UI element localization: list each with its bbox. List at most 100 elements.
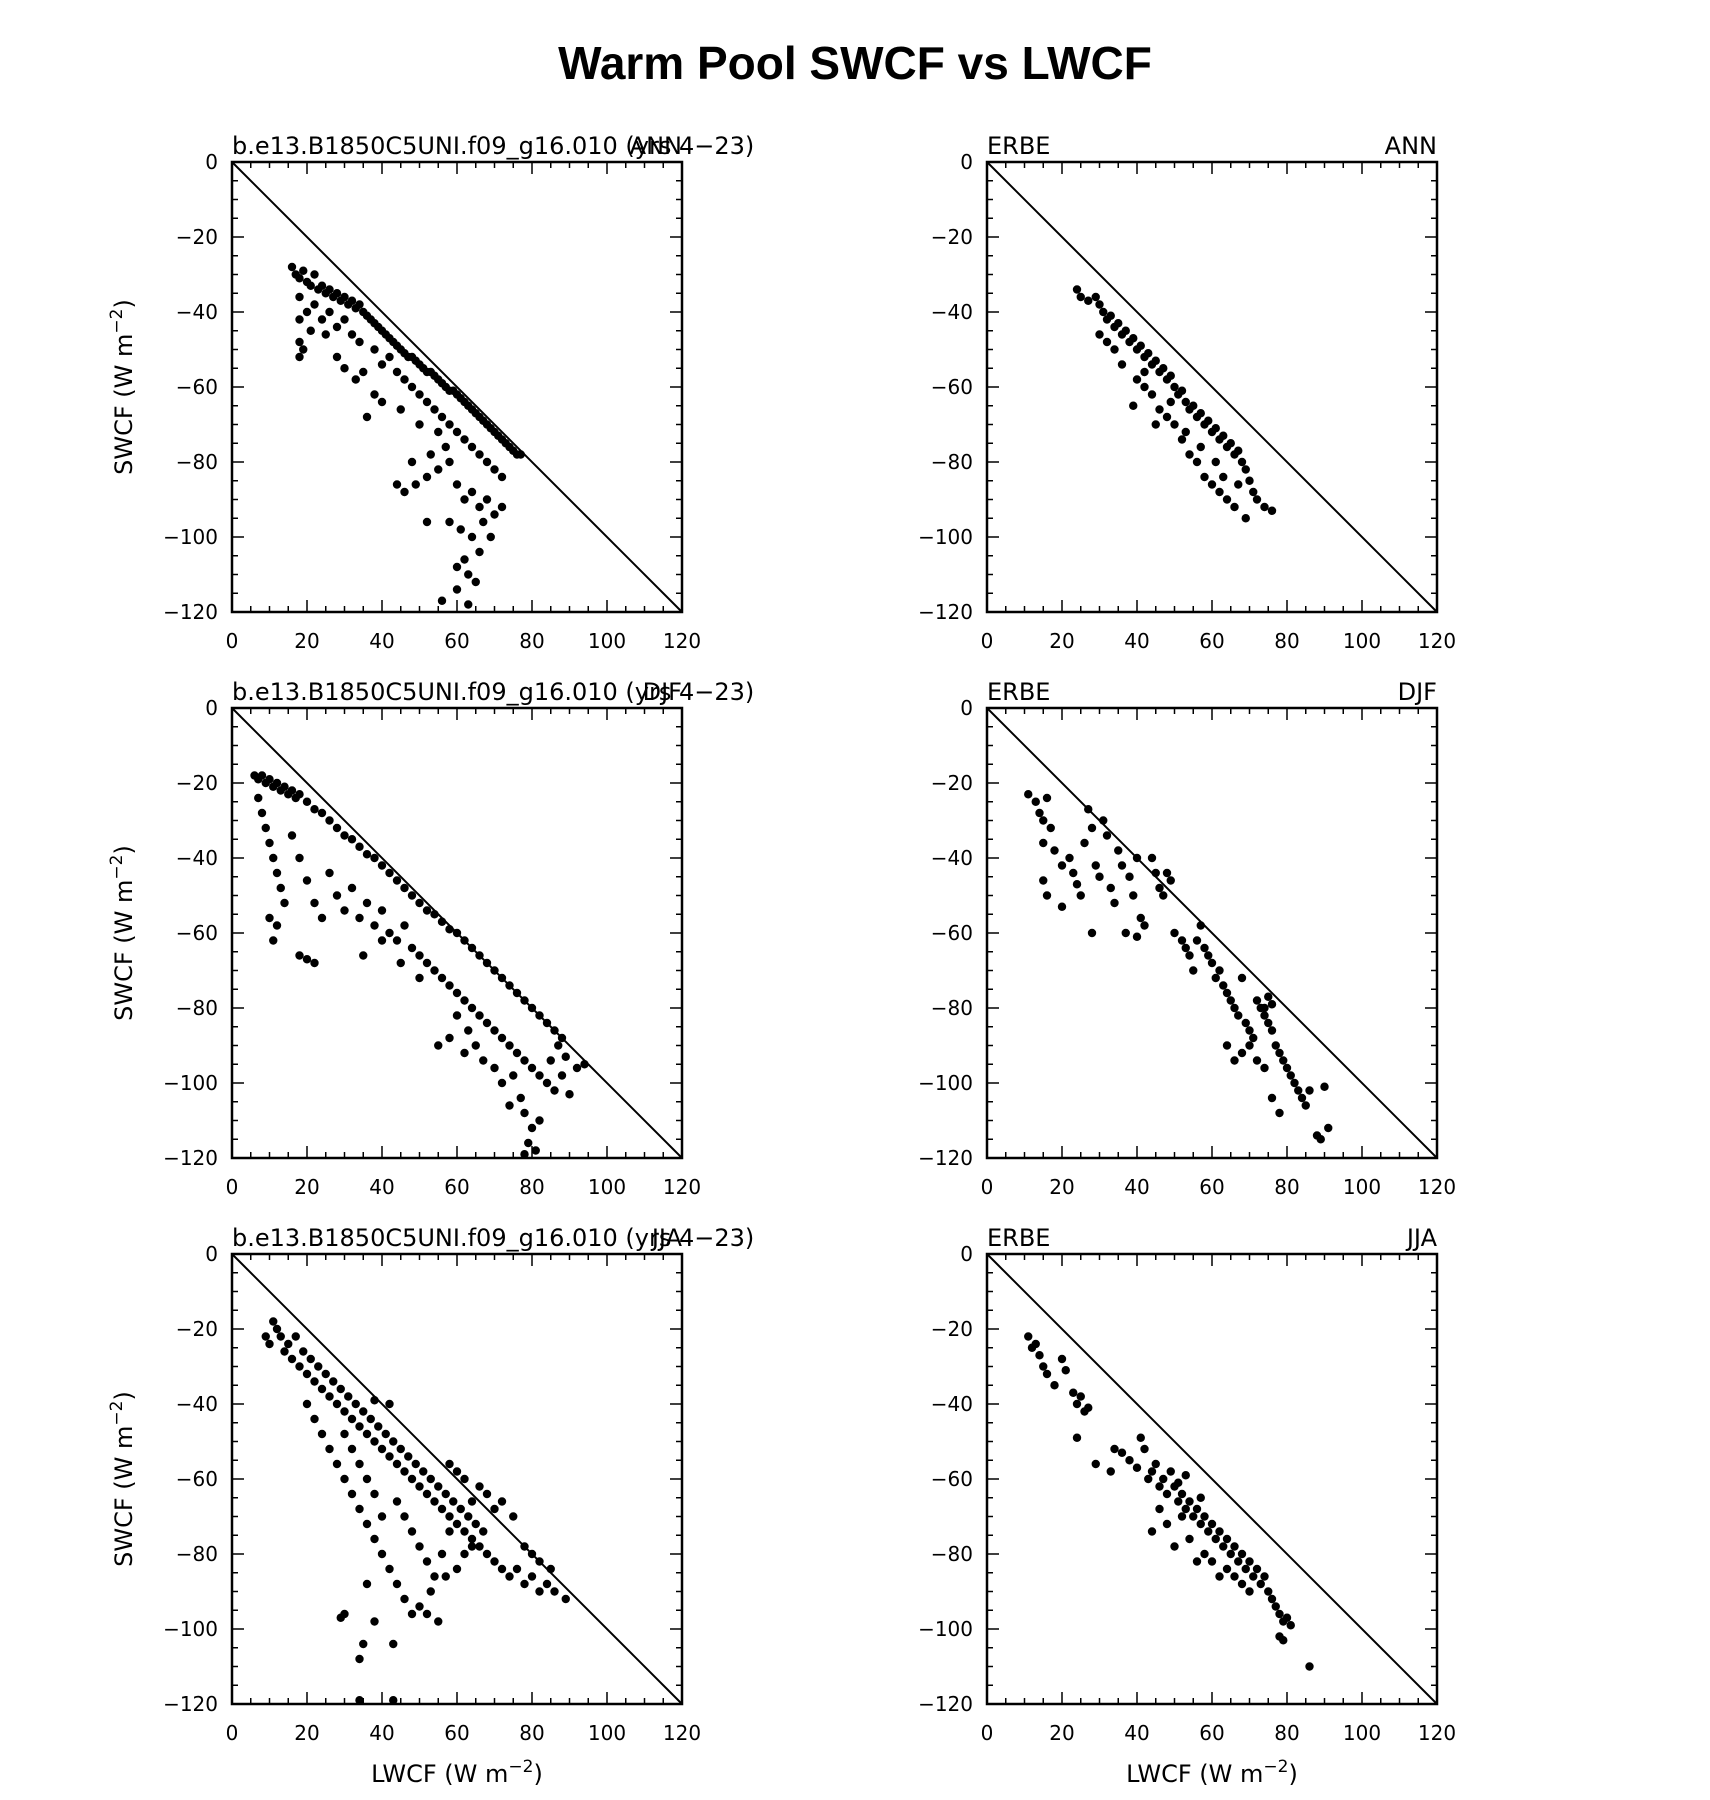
scatter-point [407,1527,417,1536]
scatter-point [1252,1056,1262,1065]
scatter-point [482,457,492,467]
scatter-point [1215,487,1224,497]
panel-source-label: b.e13.B1850C5UNI.f09_g16.010 (yrs 4−23) [232,678,754,706]
scatter-point [1301,1101,1310,1110]
scatter-point [280,898,289,908]
scatter-point [535,1116,544,1125]
scatter-point [1249,1572,1258,1581]
scatter-point [370,1489,379,1499]
scatter-point [377,397,387,407]
y-tick-label: −20 [931,771,973,795]
scatter-point [407,1474,417,1484]
x-tick-label: 100 [588,1721,626,1745]
scatter-point [1185,951,1194,960]
scatter-point [1207,958,1217,968]
scatter-point [1189,401,1198,410]
y-tick-label: −60 [176,375,218,399]
scatter-point [325,816,334,825]
scatter-point [456,525,465,534]
scatter-point [385,1564,394,1574]
scatter-point [1282,1063,1292,1073]
x-tick-label: 80 [519,1721,544,1745]
scatter-point [415,390,424,399]
scatter-point [546,1564,555,1574]
scatter-point [1279,1056,1288,1065]
scatter-point [430,1497,439,1506]
scatter-point [374,1422,383,1431]
scatter-point [1057,1354,1067,1364]
x-tick-label: 120 [663,629,701,653]
scatter-point [415,420,424,429]
scatter-point [475,1011,484,1020]
scatter-point [426,1474,435,1484]
scatter-point [1256,1579,1265,1589]
scatter-point [1076,1392,1085,1401]
scatter-point [1110,898,1119,908]
scatter-point [527,1572,537,1581]
scatter-point [1117,360,1127,369]
scatter-point [280,782,289,791]
scatter-point [1024,1332,1033,1341]
x-tick-label: 0 [981,629,994,653]
x-tick-label: 20 [294,629,319,653]
scatter-point [1196,442,1205,452]
scatter-point [415,973,424,983]
scatter-point [1084,296,1093,305]
scatter-point [527,1003,537,1013]
scatter-point [336,1613,345,1622]
scatter-point [1057,902,1067,911]
scatter-point [445,981,454,990]
scatter-point [1042,1369,1052,1379]
scatter-point [269,936,278,945]
scatter-point [287,262,297,272]
scatter-point [1185,450,1194,459]
scatter-point [377,861,387,870]
scatter-point [310,898,319,908]
scatter-point [1245,1041,1254,1050]
scatter-points [287,262,525,609]
scatter-point [261,1332,270,1341]
y-tick-label: −120 [918,1692,973,1716]
scatter-point [362,850,372,859]
scatter-point [347,1444,357,1454]
y-axis-label-close: ) [110,845,138,854]
scatter-point [460,1527,469,1536]
scatter-point [512,988,522,998]
scatter-point [471,577,480,587]
y-tick-label: −100 [918,525,973,549]
scatter-point [377,360,387,369]
y-axis-label-exponent: −2 [107,1401,127,1426]
scatter-point [325,1392,334,1401]
scatter-point [310,270,319,279]
scatter-point [299,345,308,354]
scatter-point [490,966,499,975]
x-axis-label-exponent: −2 [1263,1757,1288,1777]
scatter-point [464,1026,473,1035]
x-tick-label: 0 [226,1721,239,1745]
scatter-point [1132,932,1142,941]
scatter-point [377,1512,387,1521]
scatter-point [441,442,450,452]
x-tick-label: 20 [294,1175,319,1199]
scatter-point [1189,1512,1198,1521]
scatter-points [1024,790,1333,1144]
y-tick-label: −100 [163,1071,218,1095]
scatter-point [280,1347,289,1356]
scatter-point [1260,1063,1269,1073]
scatter-point [1065,853,1074,863]
x-axis-label-close: ) [1288,1760,1297,1788]
scatter-point [509,1071,518,1080]
scatter-point [516,450,525,459]
scatter-point [295,951,304,960]
x-tick-label: 80 [1274,1175,1299,1199]
x-tick-label: 40 [1124,1721,1149,1745]
scatter-point [400,375,409,384]
scatter-point [452,1011,462,1020]
scatter-point [1245,476,1254,485]
scatter-point [1155,405,1164,414]
scatter-point [370,1396,379,1405]
scatter-point [482,495,492,504]
scatter-point [317,315,327,324]
scatter-point [482,1018,492,1028]
scatter-panel-jja-erbe: 0 20 40 60 80 100 120 0 −20 −40 −60 −80 −100 −120 ERBE… [918,1224,1456,1788]
